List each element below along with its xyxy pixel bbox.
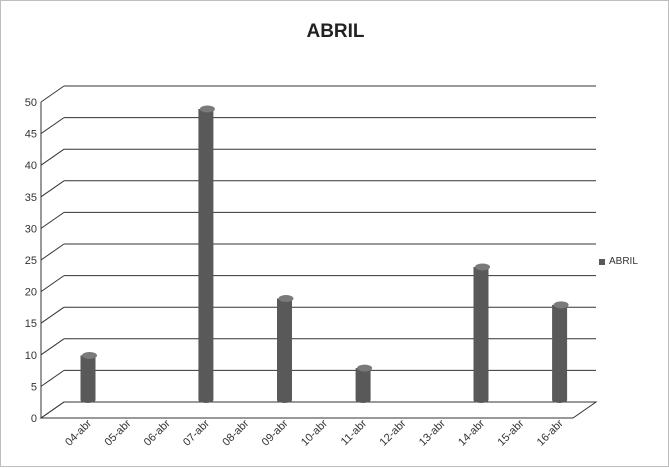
x-tick-label: 16-abr xyxy=(535,417,566,448)
gridline-connector xyxy=(40,306,65,324)
y-tick-label: 0 xyxy=(31,413,37,425)
bar xyxy=(277,298,292,400)
bar xyxy=(473,266,489,400)
x-tick-label: 10-abr xyxy=(299,417,330,448)
bar-base xyxy=(80,397,96,403)
bar-base xyxy=(355,397,371,403)
bar-top xyxy=(475,263,490,271)
bar-base xyxy=(552,397,568,403)
y-tick-label: 40 xyxy=(25,160,37,172)
bar xyxy=(552,304,568,400)
bar-top xyxy=(278,295,294,303)
gridline-connector xyxy=(40,243,65,261)
y-tick-label: 50 xyxy=(25,97,37,109)
legend-label: ABRIL xyxy=(609,256,638,267)
y-tick-label: 5 xyxy=(31,381,37,393)
chart-title: ABRIL xyxy=(306,21,365,42)
bar-base xyxy=(198,397,214,403)
x-tick-label: 11-abr xyxy=(339,417,370,448)
x-tick-label: 08-abr xyxy=(220,417,251,448)
x-tick-label: 09-abr xyxy=(260,417,291,448)
gridline-connector xyxy=(40,180,65,198)
gridline-connector xyxy=(40,211,65,229)
bar xyxy=(355,368,371,400)
bar-top xyxy=(82,351,97,359)
x-tick-label: 13-abr xyxy=(417,417,448,448)
bar-top xyxy=(357,364,373,372)
y-tick-label: 30 xyxy=(25,223,37,235)
legend: ABRIL xyxy=(599,256,638,267)
bar xyxy=(80,355,96,400)
y-tick-label: 10 xyxy=(25,350,37,362)
gridline-connector xyxy=(40,369,65,387)
gridline-connector xyxy=(40,117,65,135)
x-tick-label: 15-abr xyxy=(495,417,526,448)
x-tick-label: 06-abr xyxy=(142,417,173,448)
gridline-connector xyxy=(40,85,65,103)
bar-top xyxy=(553,301,569,309)
y-tick-label: 15 xyxy=(25,318,37,330)
x-tick-label: 04-abr xyxy=(63,417,94,448)
bar-top xyxy=(199,105,215,113)
x-tick-label: 05-abr xyxy=(102,417,133,448)
y-tick-label: 20 xyxy=(25,287,37,299)
gridline-connector xyxy=(40,148,65,166)
bar xyxy=(198,108,214,401)
chart-floor xyxy=(39,401,598,419)
bar-base xyxy=(473,397,489,403)
y-tick-label: 35 xyxy=(25,192,37,204)
gridline-connector xyxy=(40,338,65,356)
legend-swatch xyxy=(599,258,605,265)
y-tick-label: 45 xyxy=(25,129,37,141)
y-tick-label: 25 xyxy=(25,255,37,267)
x-tick-label: 14-abr xyxy=(456,417,487,448)
x-tick-label: 07-abr xyxy=(181,417,212,448)
gridline-connector xyxy=(40,275,65,293)
bar-base xyxy=(277,397,292,403)
x-tick-label: 12-abr xyxy=(378,417,409,448)
